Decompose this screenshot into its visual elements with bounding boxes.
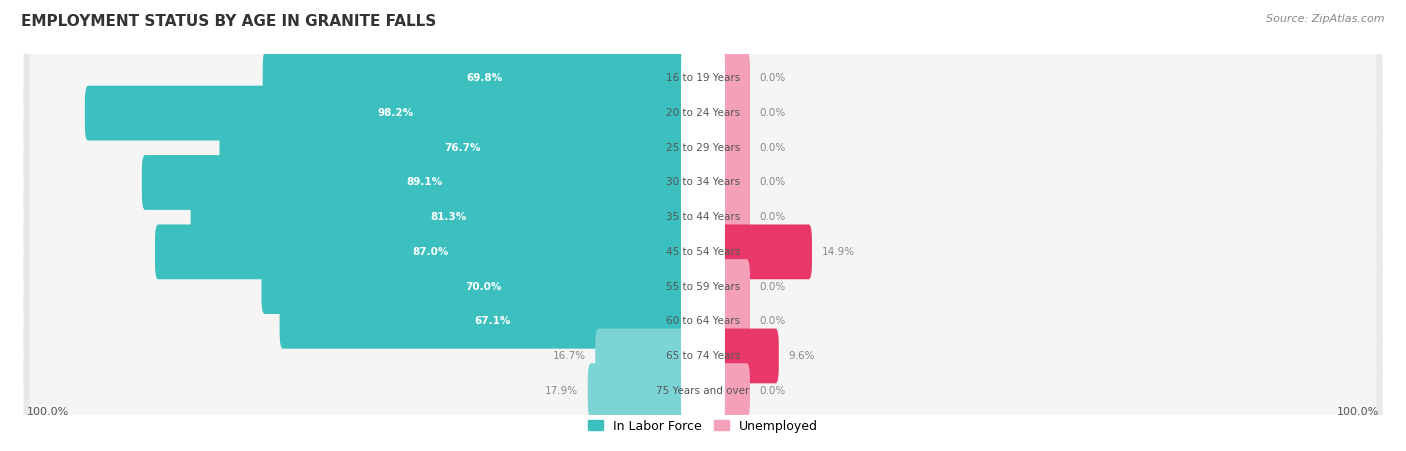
FancyBboxPatch shape: [713, 221, 1376, 283]
FancyBboxPatch shape: [713, 47, 1376, 110]
FancyBboxPatch shape: [713, 116, 1376, 179]
FancyBboxPatch shape: [681, 189, 725, 384]
FancyBboxPatch shape: [713, 255, 1376, 318]
Text: 55 to 59 Years: 55 to 59 Years: [666, 281, 740, 291]
Text: 0.0%: 0.0%: [759, 74, 786, 83]
FancyBboxPatch shape: [595, 328, 706, 383]
FancyBboxPatch shape: [24, 288, 1382, 354]
FancyBboxPatch shape: [30, 116, 693, 179]
Text: 75 Years and over: 75 Years and over: [657, 386, 749, 396]
Text: 25 to 29 Years: 25 to 29 Years: [666, 143, 740, 153]
Text: 0.0%: 0.0%: [759, 281, 786, 291]
FancyBboxPatch shape: [713, 328, 779, 383]
FancyBboxPatch shape: [713, 86, 749, 141]
Text: 100.0%: 100.0%: [27, 407, 69, 417]
FancyBboxPatch shape: [588, 363, 706, 418]
FancyBboxPatch shape: [713, 259, 749, 314]
FancyBboxPatch shape: [681, 51, 725, 245]
Text: 100.0%: 100.0%: [1337, 407, 1379, 417]
Text: 30 to 34 Years: 30 to 34 Years: [666, 178, 740, 188]
Text: 14.9%: 14.9%: [821, 247, 855, 257]
Text: 67.1%: 67.1%: [475, 316, 510, 326]
FancyBboxPatch shape: [142, 155, 706, 210]
FancyBboxPatch shape: [713, 151, 1376, 214]
FancyBboxPatch shape: [713, 290, 1376, 353]
FancyBboxPatch shape: [30, 186, 693, 249]
FancyBboxPatch shape: [30, 290, 693, 353]
Text: 35 to 44 Years: 35 to 44 Years: [666, 212, 740, 222]
FancyBboxPatch shape: [30, 221, 693, 283]
FancyBboxPatch shape: [713, 325, 1376, 387]
Text: 69.8%: 69.8%: [467, 74, 502, 83]
FancyBboxPatch shape: [713, 51, 749, 106]
Text: 98.2%: 98.2%: [377, 108, 413, 118]
FancyBboxPatch shape: [681, 0, 725, 175]
FancyBboxPatch shape: [30, 359, 693, 422]
FancyBboxPatch shape: [681, 85, 725, 280]
Text: 81.3%: 81.3%: [430, 212, 467, 222]
FancyBboxPatch shape: [24, 149, 1382, 216]
Text: 20 to 24 Years: 20 to 24 Years: [666, 108, 740, 118]
FancyBboxPatch shape: [24, 357, 1382, 424]
Text: 0.0%: 0.0%: [759, 108, 786, 118]
Text: 65 to 74 Years: 65 to 74 Years: [666, 351, 740, 361]
FancyBboxPatch shape: [30, 255, 693, 318]
FancyBboxPatch shape: [713, 225, 813, 279]
FancyBboxPatch shape: [713, 82, 1376, 144]
Text: 70.0%: 70.0%: [465, 281, 502, 291]
FancyBboxPatch shape: [24, 219, 1382, 285]
FancyBboxPatch shape: [191, 190, 706, 244]
FancyBboxPatch shape: [24, 322, 1382, 389]
FancyBboxPatch shape: [263, 51, 706, 106]
FancyBboxPatch shape: [681, 259, 725, 451]
Text: 9.6%: 9.6%: [789, 351, 814, 361]
Text: 0.0%: 0.0%: [759, 143, 786, 153]
FancyBboxPatch shape: [30, 151, 693, 214]
FancyBboxPatch shape: [84, 86, 706, 141]
Text: 89.1%: 89.1%: [406, 178, 441, 188]
FancyBboxPatch shape: [681, 16, 725, 210]
FancyBboxPatch shape: [262, 259, 706, 314]
FancyBboxPatch shape: [713, 186, 1376, 249]
Text: 16 to 19 Years: 16 to 19 Years: [666, 74, 740, 83]
FancyBboxPatch shape: [24, 115, 1382, 181]
FancyBboxPatch shape: [24, 80, 1382, 147]
FancyBboxPatch shape: [24, 184, 1382, 250]
Text: 0.0%: 0.0%: [759, 316, 786, 326]
FancyBboxPatch shape: [713, 294, 749, 349]
FancyBboxPatch shape: [30, 47, 693, 110]
FancyBboxPatch shape: [219, 120, 706, 175]
FancyBboxPatch shape: [681, 120, 725, 314]
Text: 0.0%: 0.0%: [759, 386, 786, 396]
FancyBboxPatch shape: [713, 120, 749, 175]
FancyBboxPatch shape: [713, 359, 1376, 422]
Text: 45 to 54 Years: 45 to 54 Years: [666, 247, 740, 257]
Text: 0.0%: 0.0%: [759, 178, 786, 188]
FancyBboxPatch shape: [30, 82, 693, 144]
Text: EMPLOYMENT STATUS BY AGE IN GRANITE FALLS: EMPLOYMENT STATUS BY AGE IN GRANITE FALL…: [21, 14, 436, 28]
FancyBboxPatch shape: [681, 224, 725, 419]
FancyBboxPatch shape: [681, 294, 725, 451]
Text: 76.7%: 76.7%: [444, 143, 481, 153]
Text: 0.0%: 0.0%: [759, 212, 786, 222]
FancyBboxPatch shape: [713, 155, 749, 210]
Text: Source: ZipAtlas.com: Source: ZipAtlas.com: [1267, 14, 1385, 23]
FancyBboxPatch shape: [713, 363, 749, 418]
Text: 60 to 64 Years: 60 to 64 Years: [666, 316, 740, 326]
Legend: In Labor Force, Unemployed: In Labor Force, Unemployed: [583, 414, 823, 437]
Text: 16.7%: 16.7%: [553, 351, 586, 361]
FancyBboxPatch shape: [30, 325, 693, 387]
FancyBboxPatch shape: [155, 225, 706, 279]
FancyBboxPatch shape: [713, 190, 749, 244]
FancyBboxPatch shape: [681, 155, 725, 349]
Text: 87.0%: 87.0%: [412, 247, 449, 257]
FancyBboxPatch shape: [280, 294, 706, 349]
FancyBboxPatch shape: [24, 45, 1382, 112]
FancyBboxPatch shape: [24, 253, 1382, 320]
Text: 17.9%: 17.9%: [546, 386, 578, 396]
